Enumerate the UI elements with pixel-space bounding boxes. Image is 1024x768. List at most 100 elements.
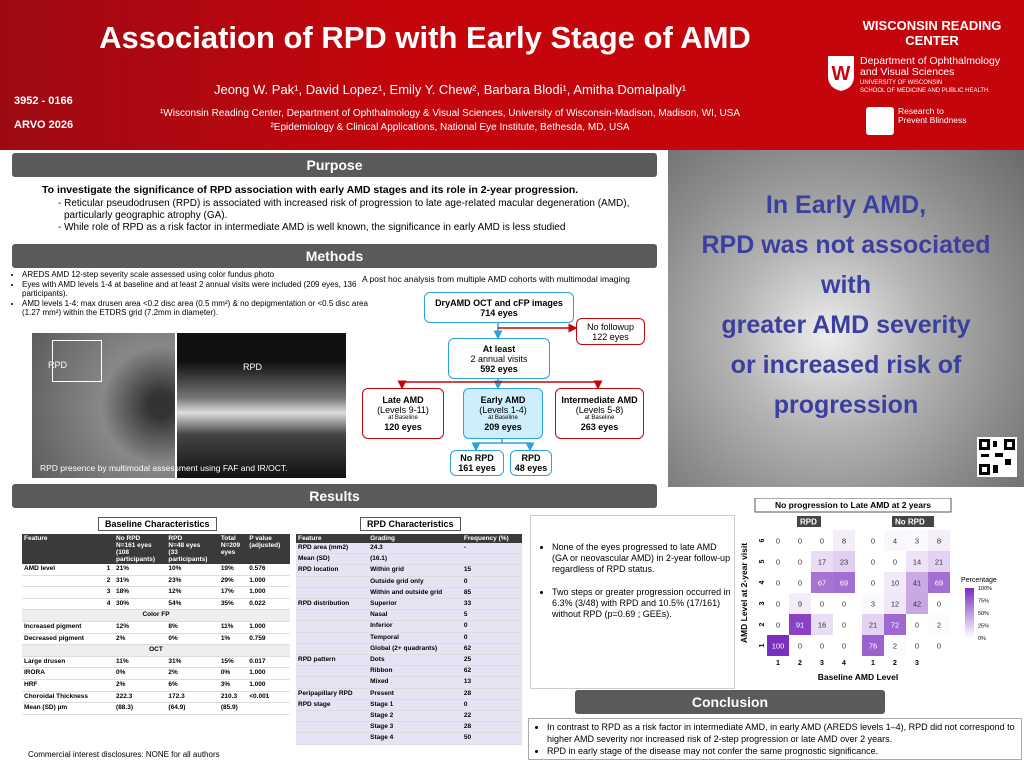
- table-cell: Mean (SD) µm: [22, 702, 105, 715]
- section-row: Color FP: [22, 609, 290, 622]
- table-row: Increased pigment 12% 8% 11% 1.000: [22, 621, 290, 634]
- cell-label: 0: [776, 621, 780, 630]
- cell-label: 0: [893, 558, 897, 567]
- x-axis-label: Baseline AMD Level: [818, 672, 898, 682]
- flow-node-text: Intermediate AMD: [561, 395, 638, 405]
- column-header: Feature: [296, 534, 369, 543]
- cell-label: 8: [842, 537, 846, 546]
- table-row: 2 31% 23% 29% 1.000: [22, 575, 290, 588]
- heatmap-cell: [767, 614, 789, 635]
- table-cell: 21%: [114, 564, 167, 576]
- heatmap-cell: [884, 593, 906, 614]
- qr-code: [977, 437, 1017, 477]
- table-cell: Mean (SD): [296, 553, 369, 566]
- flow-node: No followup 122 eyes: [576, 318, 645, 345]
- university: UNIVERSITY OF WISCONSIN: [860, 80, 943, 86]
- header-row: Feature Grading Frequency (%): [296, 534, 522, 543]
- table-cell: 3: [104, 586, 115, 599]
- section-row: OCT: [22, 644, 290, 657]
- flow-node: No RPD 161 eyes: [450, 450, 504, 476]
- key-finding-line: In Early AMD,: [765, 191, 927, 219]
- flow-node: RPD 48 eyes: [510, 450, 552, 476]
- table-cell: 15: [461, 564, 522, 577]
- cell-label: 0: [842, 642, 846, 651]
- flow-arrow: [502, 442, 535, 452]
- table-cell: 2%: [114, 679, 167, 692]
- heatmap: No progression to Late AMD at 2 years RPD…: [739, 498, 997, 682]
- methods-bullet: AMD levels 1-4: max drusen area <0.2 dis…: [22, 299, 374, 318]
- conclusion-bullet: RPD in early stage of the disease may no…: [547, 745, 1017, 757]
- table-cell: 0: [461, 632, 522, 644]
- cell-label: 3: [871, 600, 875, 609]
- heatmap-cell: [906, 530, 928, 551]
- school: SCHOOL OF MEDICINE AND PUBLIC HEALTH: [860, 88, 989, 94]
- heatmap-cell: [789, 635, 811, 656]
- x-tick-label: 2: [893, 660, 897, 667]
- table-row: Nasal 5: [296, 609, 522, 622]
- table-row: Temporal 0: [296, 632, 522, 644]
- table-cell: Stage 1: [368, 699, 462, 712]
- partner-logo: [866, 107, 894, 135]
- cell-label: 0: [871, 558, 875, 567]
- table-cell: Outside grid only: [368, 576, 462, 588]
- table-cell: [22, 598, 105, 611]
- section-header: Purpose: [12, 153, 657, 177]
- flow-node-text: at Baseline: [584, 415, 615, 421]
- table-row: Peripapillary RPD Present 28: [296, 688, 522, 700]
- cell-label: 21: [869, 621, 877, 630]
- table-cell: Peripapillary RPD: [296, 688, 369, 700]
- table-row: AMD level 1 21% 10% 19% 0.576: [22, 564, 290, 576]
- table-row: OCT: [22, 644, 290, 657]
- table-cell: [461, 553, 522, 566]
- rpd-table: Feature Grading Frequency (%) RPD area (mm2…: [296, 534, 522, 745]
- cell-label: 69: [840, 579, 848, 588]
- disclosure: Commercial interest disclosures: NONE fo…: [28, 750, 220, 759]
- table-cell: [104, 667, 115, 680]
- column-header: Grading: [368, 534, 462, 543]
- flow-node-text: 120 eyes: [384, 422, 422, 432]
- heatmap-cell: [906, 635, 928, 656]
- heatmap-cell: [928, 593, 950, 614]
- table-cell: 1: [104, 564, 115, 576]
- column-header: P value (adjusted): [247, 534, 290, 564]
- table-cell: [296, 732, 369, 745]
- table-cell: 15%: [218, 656, 248, 669]
- table-cell: 31%: [114, 575, 167, 588]
- cell-label: 0: [776, 558, 780, 567]
- column-header: No RPD N=161 eyes (108 participants): [114, 534, 167, 564]
- legend-title: Percentage: [961, 577, 997, 584]
- table-row: Outside grid only 0: [296, 576, 522, 588]
- table-row: HRF 2% 6% 3% 1.000: [22, 679, 290, 692]
- table-cell: [296, 609, 369, 622]
- cell-label: 0: [798, 558, 802, 567]
- title: Association of RPD with Early Stage of A…: [99, 20, 751, 55]
- heatmap-cell: [811, 572, 833, 593]
- section-header: Conclusion: [575, 690, 885, 714]
- table-cell: Mixed: [368, 676, 462, 689]
- table-cell: (85.9): [218, 702, 248, 715]
- table-cell: [296, 665, 369, 678]
- cell-label: 0: [937, 600, 941, 609]
- table-cell: [104, 679, 115, 692]
- table-cell: Stage 2: [368, 710, 462, 723]
- flow-node-text: (Levels 9-11): [377, 405, 429, 415]
- flow-node-text: 2 annual visits: [470, 353, 528, 364]
- cell-label: 0: [915, 642, 919, 651]
- heatmap-cell: [862, 551, 884, 572]
- panel-label: RPD: [800, 518, 817, 527]
- table-cell: 35%: [218, 598, 248, 611]
- cell-label: 91: [796, 621, 804, 630]
- table-cell: Temporal: [368, 632, 462, 644]
- table-cell: 12%: [114, 621, 167, 634]
- heatmap-cell: [811, 614, 833, 635]
- image-label: RPD: [243, 362, 263, 372]
- table-cell: 0%: [218, 667, 248, 680]
- table-row: IRORA 0% 2% 0% 1.000: [22, 667, 290, 680]
- cell-label: 72: [891, 621, 899, 630]
- flow-node-text: at Baseline: [488, 415, 518, 421]
- table-cell: [296, 620, 369, 633]
- table-cell: Within and outside grid: [368, 587, 462, 600]
- legend-tick-label: 100%: [978, 586, 992, 592]
- table-cell: HRF: [22, 679, 105, 692]
